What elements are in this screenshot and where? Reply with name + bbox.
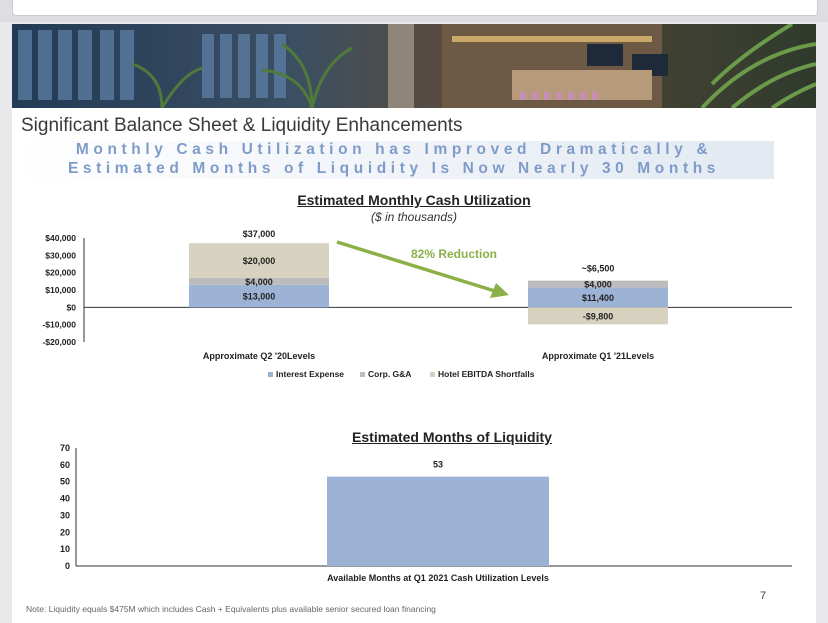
legend-swatch <box>268 372 273 377</box>
bar-segment <box>528 280 668 288</box>
y-tick-label: 20 <box>60 527 70 537</box>
data-label: $20,000 <box>243 256 276 266</box>
y-tick-label: -$10,000 <box>42 320 76 330</box>
y-tick-label: $0 <box>67 302 77 312</box>
total-label: $37,000 <box>243 229 276 239</box>
y-tick-label: $30,000 <box>45 250 76 260</box>
y-tick-label: 40 <box>60 494 70 504</box>
y-tick-label: 10 <box>60 544 70 554</box>
slide-subtitle: Monthly Cash Utilization has Improved Dr… <box>14 141 774 179</box>
legend-swatch <box>360 372 365 377</box>
y-tick-label: 0 <box>65 561 70 571</box>
reduction-annotation: 82% Reduction <box>411 247 497 261</box>
data-label: $13,000 <box>243 292 276 302</box>
liquidity-chart: 0 10 20 30 40 50 60 70 53 Available Months at Q1 … <box>60 443 792 583</box>
reduction-arrow-head <box>490 283 509 298</box>
y-tick-label: 50 <box>60 477 70 487</box>
y-tick-label: -$20,000 <box>42 337 76 347</box>
data-label: 53 <box>433 460 443 470</box>
subtitle-line-1: Monthly Cash Utilization has Improved Dr… <box>75 141 713 158</box>
x-category-label: Approximate Q1 '21Levels <box>542 351 654 361</box>
liquidity-chart-title: Estimated Months of Liquidity <box>352 429 552 445</box>
legend-label: Interest Expense <box>276 369 344 379</box>
footnote: Note: Liquidity equals $475M which inclu… <box>26 604 436 614</box>
legend-label: Corp. G&A <box>368 369 411 379</box>
y-tick-label: 70 <box>60 443 70 453</box>
y-tick-label: $20,000 <box>45 268 76 278</box>
data-label: $4,000 <box>584 280 612 290</box>
cash-utilization-chart-title: Estimated Monthly Cash Utilization <box>297 192 531 208</box>
y-tick-label: $40,000 <box>45 233 76 243</box>
x-category-label: Approximate Q2 '20Levels <box>203 351 315 361</box>
legend-label: Hotel EBITDA Shortfalls <box>438 369 535 379</box>
data-label: -$9,800 <box>583 311 614 321</box>
reduction-arrow-line <box>336 240 499 294</box>
bar-segment <box>189 243 329 278</box>
bar <box>327 476 549 566</box>
y-tick-label: 30 <box>60 510 70 520</box>
y-tick-label: 60 <box>60 460 70 470</box>
cash-utilization-chart: $40,000 $30,000 $20,000 $10,000 $0 -$10,000 -$… <box>42 229 792 379</box>
data-label: $11,400 <box>582 293 614 303</box>
x-category-label: Available Months at Q1 2021 Cash Utiliza… <box>327 573 549 583</box>
banner-image <box>12 24 816 108</box>
y-tick-label: $10,000 <box>45 285 76 295</box>
banner-photo <box>12 24 816 108</box>
previous-slide-edge <box>12 0 818 16</box>
legend-swatch <box>430 372 435 377</box>
total-label: ~$6,500 <box>582 264 615 274</box>
bar-segment <box>189 284 329 308</box>
bar-segment <box>528 307 668 325</box>
slide: Significant Balance Sheet & Liquidity En… <box>12 24 816 623</box>
page-number: 7 <box>760 590 767 602</box>
subtitle-line-2: Estimated Months of Liquidity Is Now Nea… <box>67 160 720 177</box>
bar-segment <box>189 277 329 285</box>
bar-segment <box>528 287 668 308</box>
cash-utilization-chart-subtitle: ($ in thousands) <box>370 210 458 224</box>
data-label: $4,000 <box>245 277 273 287</box>
slide-title: Significant Balance Sheet & Liquidity En… <box>21 115 463 136</box>
